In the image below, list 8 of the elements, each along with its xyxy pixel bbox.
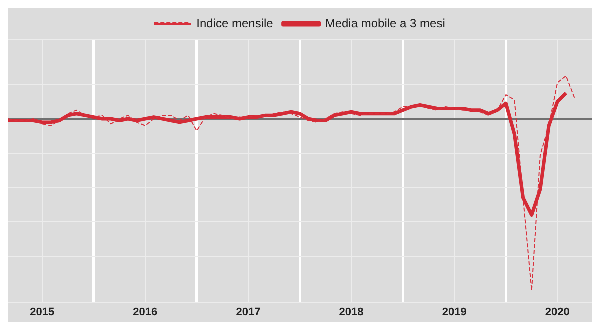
x-tick-label: 2017	[236, 306, 261, 318]
legend-label: Indice mensile	[196, 16, 274, 30]
x-tick-label: 2019	[442, 306, 467, 318]
x-tick-label: 2018	[339, 306, 364, 318]
x-tick-label: 2020	[545, 306, 570, 318]
x-tick-label: 2015	[30, 306, 55, 318]
legend-label: Media mobile a 3 mesi	[325, 16, 446, 30]
x-tick-label: 2016	[133, 306, 158, 318]
